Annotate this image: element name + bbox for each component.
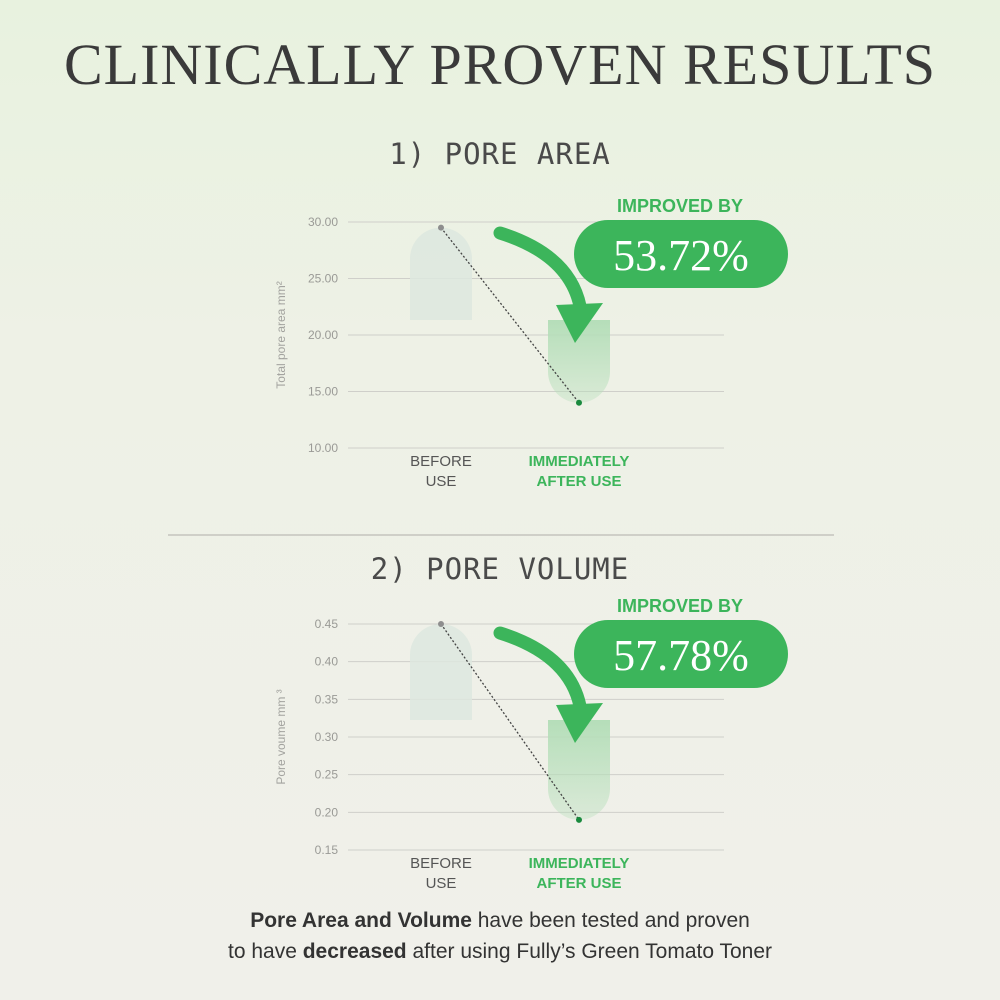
y-axis-label: Total pore area mm²	[274, 281, 288, 388]
arrow-head	[556, 703, 603, 743]
y-axis-label: Pore voume mm ³	[274, 689, 288, 784]
y-tick-label: 0.25	[315, 768, 339, 782]
y-tick-label: 0.20	[315, 805, 339, 819]
bar-before-use	[410, 227, 472, 320]
footer-bold-1: Pore Area and Volume	[250, 909, 472, 932]
y-tick-label: 0.15	[315, 843, 339, 857]
point-after-use	[576, 816, 582, 823]
y-tick-label: 0.40	[315, 655, 339, 669]
page-title: CLINICALLY PROVEN RESULTS	[63, 32, 937, 97]
y-tick-label: 10.00	[308, 441, 338, 455]
section-divider	[168, 534, 834, 536]
arrow-shaft	[493, 626, 587, 713]
section-title-pore-area: 1) PORE AREA	[389, 137, 611, 171]
category-label-before-use: BEFORE USE	[410, 453, 472, 490]
pore-area-chart: 30.00 25.00 20.00 15.00 10.00 Total pore area…	[274, 196, 788, 490]
category-label-before-use: BEFORE USE	[410, 855, 472, 892]
point-before-use	[438, 224, 444, 231]
point-after-use	[576, 399, 582, 406]
y-tick-label: 0.35	[315, 692, 339, 706]
arrow-shaft	[493, 226, 587, 313]
footer-text: Pore Area and Volume have been tested an…	[0, 905, 1000, 967]
pore-volume-chart: 0.45 0.40 0.35 0.30 0.25 0.20 0.15 Pore voume m…	[274, 596, 788, 892]
category-label-after-use: IMMEDIATELY AFTER USE	[529, 453, 630, 490]
footer-text-1: have been tested and proven	[471, 909, 750, 932]
callout-badge	[574, 220, 788, 288]
y-tick-label: 15.00	[308, 385, 338, 399]
category-label-after-use: IMMEDIATELY AFTER USE	[529, 855, 630, 892]
callout-value: 57.78%	[613, 631, 749, 680]
arrow-head	[556, 303, 603, 343]
section-title-pore-volume: 2) PORE VOLUME	[370, 552, 630, 586]
trend-line	[440, 227, 580, 404]
footer-bold-2: decreased	[302, 940, 407, 963]
y-tick-label: 20.00	[308, 328, 338, 342]
y-tick-label: 0.30	[315, 730, 339, 744]
y-tick-label: 30.00	[308, 215, 338, 229]
footer-text-2: to have	[228, 940, 303, 963]
callout-badge	[574, 620, 788, 688]
point-before-use	[438, 621, 444, 627]
callout-label: IMPROVED BY	[617, 196, 743, 216]
bar-before-use	[410, 624, 472, 720]
y-tick-label: 0.45	[315, 617, 339, 631]
callout-label: IMPROVED BY	[617, 596, 743, 616]
y-tick-label: 25.00	[308, 272, 338, 286]
callout-value: 53.72%	[613, 231, 749, 280]
bar-after-use	[548, 720, 610, 820]
footer-text-3: after using Fully’s Green Tomato Toner	[406, 940, 772, 963]
